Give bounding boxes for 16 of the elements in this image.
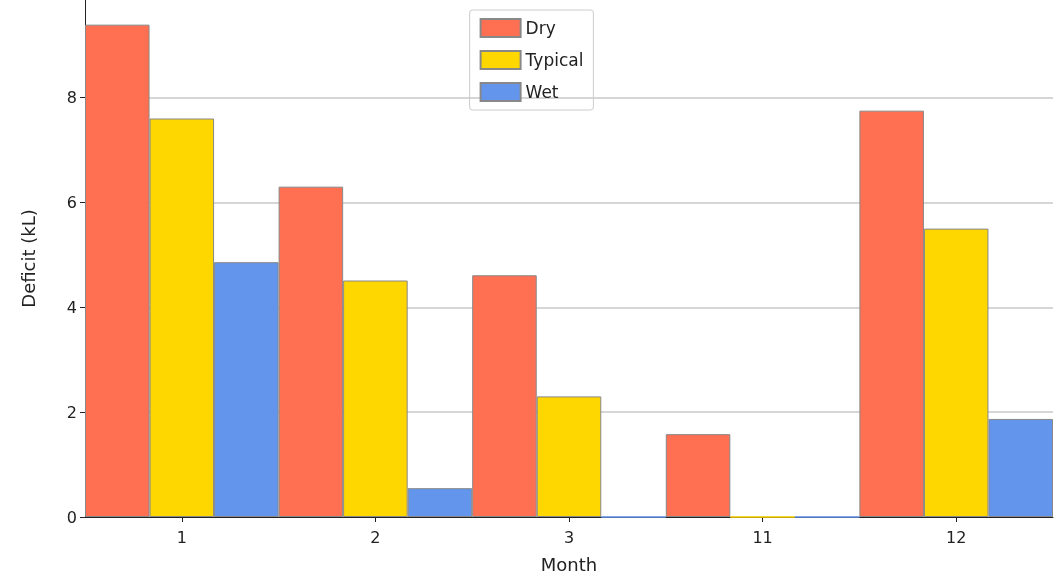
x-tick-label: 12 (946, 527, 967, 547)
x-tick-label: 3 (563, 527, 575, 547)
x-tick-label: 2 (370, 527, 381, 547)
bar (665, 434, 731, 517)
legend-label: Dry (525, 18, 556, 38)
legend-label: Typical (524, 50, 584, 70)
legend-label: Wet (525, 82, 559, 102)
y-axis-title: Deficit (kL) (17, 209, 39, 308)
y-tick-label: 0 (66, 507, 77, 527)
y-tick-label: 4 (66, 297, 77, 317)
y-tick-label: 6 (66, 192, 77, 212)
x-tick-label: 1 (176, 527, 187, 547)
y-tick-label: 2 (66, 402, 77, 422)
x-axis-title: Month (540, 553, 598, 575)
x-tick-label: 11 (752, 527, 773, 547)
y-tick-label: 8 (66, 88, 77, 108)
